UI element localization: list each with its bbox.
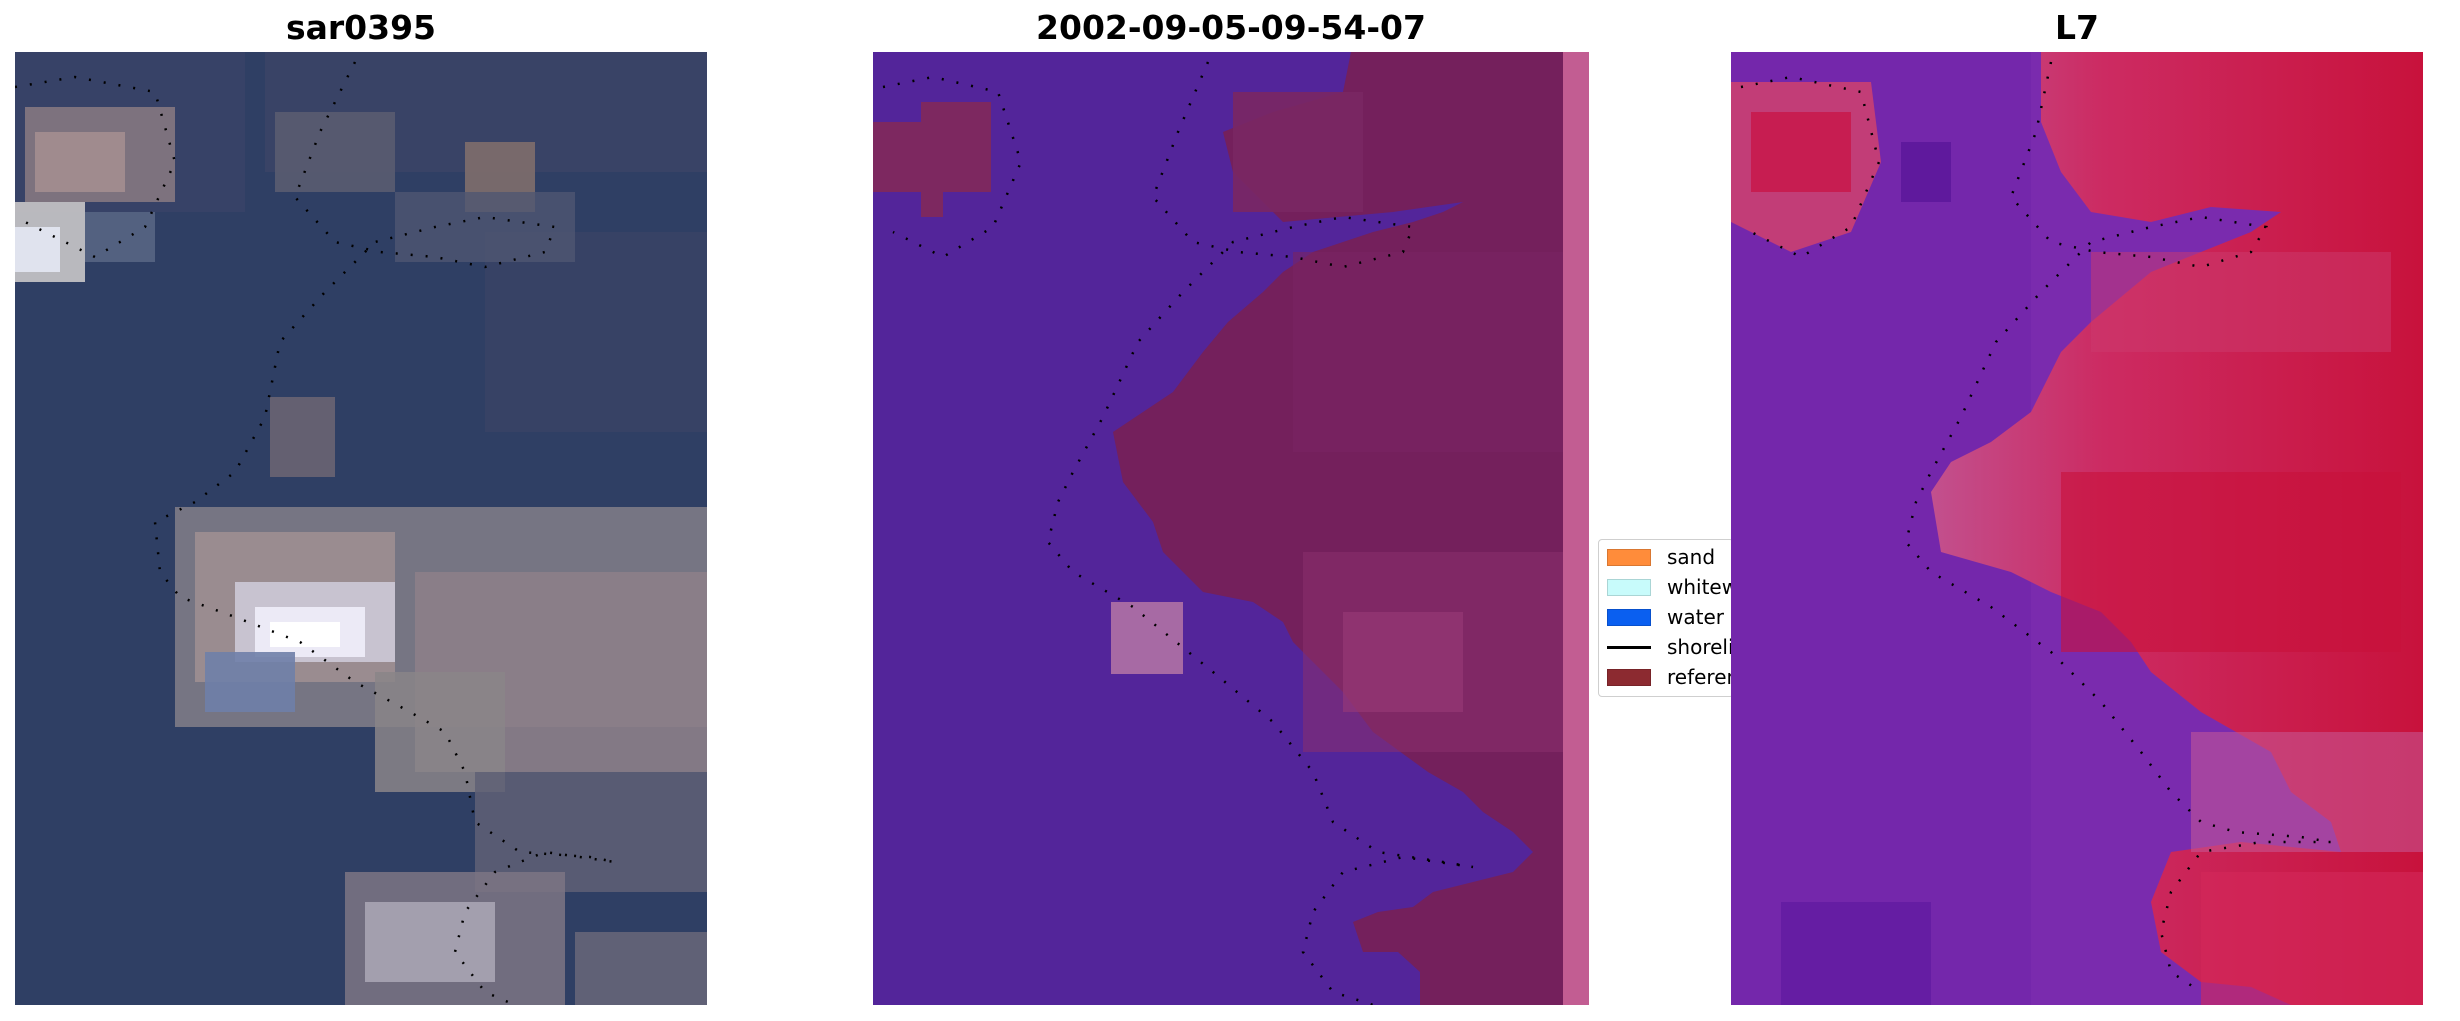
legend-swatch-reference: [1607, 668, 1651, 686]
rgb-image: [15, 52, 707, 1005]
legend-label-water: water: [1667, 605, 1724, 629]
legend-item-sand: sand: [1607, 543, 1715, 571]
legend-item-water: water: [1607, 603, 1724, 631]
rgb-image-panel: [15, 52, 707, 1005]
shoreline-rgb: [15, 75, 177, 259]
legend-label-shoreline: shoreline: [1667, 635, 1734, 659]
legend-label-reference: reference: [1667, 665, 1733, 689]
panel-title-classes: 2002-09-05-09-54-07: [1036, 8, 1426, 47]
index-panel: [1731, 52, 2423, 1005]
legend-swatch-water: [1607, 608, 1651, 626]
legend-label-sand: sand: [1667, 545, 1716, 569]
legend-swatch-sand: [1607, 548, 1651, 566]
classification-panel: [873, 52, 1589, 1005]
panel-title-rgb: sar0395: [285, 8, 437, 47]
index-image: [1731, 52, 2423, 1005]
legend-item-reference: reference: [1607, 663, 1733, 691]
classification-image: [873, 52, 1589, 1005]
legend-swatch-shoreline: [1607, 645, 1651, 649]
legend-item-shoreline: shoreline: [1607, 633, 1734, 661]
legend-swatch-whitewater: [1607, 578, 1651, 596]
panel-title-index: L7: [2055, 8, 2099, 47]
